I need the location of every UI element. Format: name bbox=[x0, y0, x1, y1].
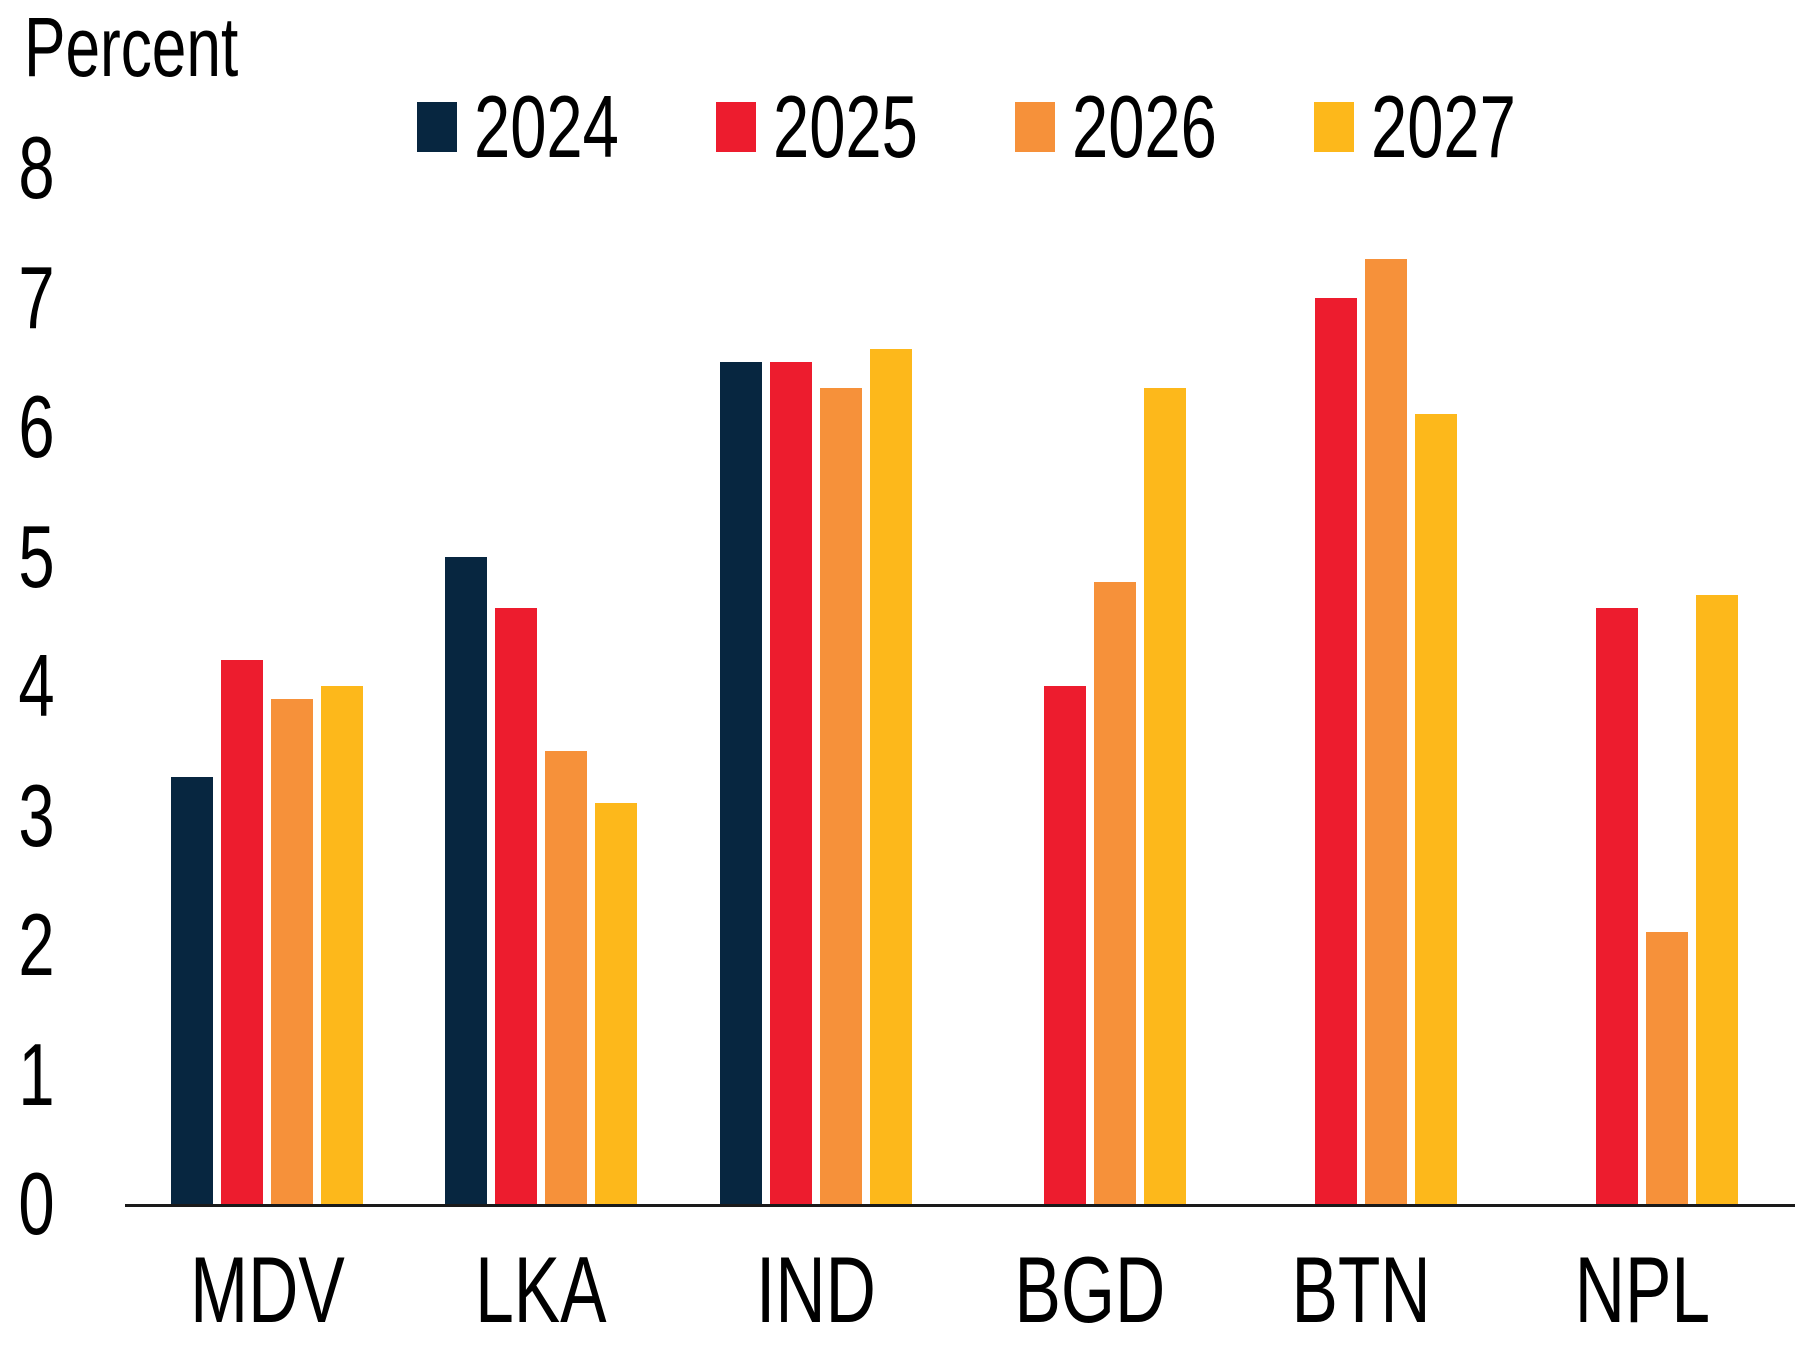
legend-swatch-2025 bbox=[716, 102, 756, 152]
bar-mdv-2024 bbox=[171, 776, 213, 1204]
category-label-npl: NPL bbox=[1522, 1237, 1762, 1342]
category-label-ind: IND bbox=[696, 1237, 936, 1342]
bar-btn-2026 bbox=[1365, 258, 1407, 1204]
bar-lka-2027 bbox=[595, 802, 637, 1204]
category-label-mdv: MDV bbox=[147, 1237, 387, 1342]
category-label-text: LKA bbox=[475, 1237, 607, 1342]
legend-item-2025: 2025 bbox=[716, 77, 969, 176]
legend-item-2026: 2026 bbox=[1015, 77, 1268, 176]
bar-npl-2027 bbox=[1696, 595, 1738, 1204]
bar-ind-2027 bbox=[870, 349, 912, 1204]
category-label-lka: LKA bbox=[421, 1237, 661, 1342]
bar-btn-2025 bbox=[1315, 297, 1357, 1204]
category-label-text: MDV bbox=[189, 1237, 345, 1342]
category-label-text: IND bbox=[756, 1237, 876, 1342]
legend-item-2027: 2027 bbox=[1314, 77, 1567, 176]
legend-swatch-2026 bbox=[1015, 102, 1055, 152]
legend-label-2027: 2027 bbox=[1371, 77, 1567, 176]
legend-label-2026: 2026 bbox=[1072, 77, 1268, 176]
bar-mdv-2025 bbox=[221, 660, 263, 1204]
bar-npl-2026 bbox=[1646, 932, 1688, 1204]
y-tick-label-6: 6 bbox=[0, 377, 72, 476]
legend-swatch-2024 bbox=[417, 102, 457, 152]
y-tick-label-0: 0 bbox=[0, 1154, 72, 1253]
y-tick-text: 1 bbox=[17, 1024, 55, 1124]
category-label-text: BTN bbox=[1291, 1237, 1431, 1342]
category-label-text: BGD bbox=[1014, 1237, 1166, 1342]
bar-lka-2025 bbox=[495, 608, 537, 1204]
y-tick-label-2: 2 bbox=[0, 895, 72, 994]
legend-label-text: 2026 bbox=[1072, 77, 1217, 176]
legend-label-text: 2024 bbox=[474, 77, 619, 176]
y-tick-text: 2 bbox=[17, 895, 55, 994]
y-tick-label-4: 4 bbox=[0, 636, 72, 735]
bar-bgd-2025 bbox=[1044, 686, 1086, 1204]
category-label-btn: BTN bbox=[1241, 1237, 1481, 1342]
category-label-bgd: BGD bbox=[970, 1237, 1210, 1342]
y-tick-text: 6 bbox=[17, 377, 55, 476]
bar-mdv-2027 bbox=[321, 686, 363, 1204]
bar-ind-2026 bbox=[820, 388, 862, 1204]
legend-swatch-2027 bbox=[1314, 102, 1354, 152]
bar-btn-2027 bbox=[1415, 414, 1457, 1204]
legend-label-2025: 2025 bbox=[773, 77, 969, 176]
category-label-text: NPL bbox=[1574, 1237, 1710, 1342]
y-axis-title: Percent bbox=[24, 0, 314, 94]
legend-label-text: 2027 bbox=[1371, 77, 1516, 176]
bar-mdv-2026 bbox=[271, 698, 313, 1204]
y-tick-text: 7 bbox=[17, 247, 55, 347]
legend-item-2024: 2024 bbox=[417, 77, 670, 176]
bar-ind-2025 bbox=[770, 362, 812, 1204]
x-axis-line bbox=[125, 1204, 1795, 1207]
y-tick-text: 8 bbox=[17, 118, 55, 217]
y-tick-label-3: 3 bbox=[0, 765, 72, 865]
bar-lka-2024 bbox=[445, 556, 487, 1204]
bar-bgd-2026 bbox=[1094, 582, 1136, 1204]
legend-label-2024: 2024 bbox=[474, 77, 670, 176]
y-tick-text: 4 bbox=[17, 636, 55, 735]
bar-npl-2025 bbox=[1596, 608, 1638, 1204]
y-tick-text: 5 bbox=[17, 506, 55, 606]
bar-ind-2024 bbox=[720, 362, 762, 1204]
bar-bgd-2027 bbox=[1144, 388, 1186, 1204]
y-tick-label-5: 5 bbox=[0, 506, 72, 606]
y-tick-text: 0 bbox=[17, 1154, 55, 1253]
y-tick-text: 3 bbox=[17, 765, 55, 865]
y-tick-label-8: 8 bbox=[0, 118, 72, 217]
y-axis-title-text: Percent bbox=[24, 0, 239, 94]
bar-lka-2026 bbox=[545, 750, 587, 1204]
y-tick-label-1: 1 bbox=[0, 1024, 72, 1124]
y-tick-label-7: 7 bbox=[0, 247, 72, 347]
legend-label-text: 2025 bbox=[773, 77, 918, 176]
